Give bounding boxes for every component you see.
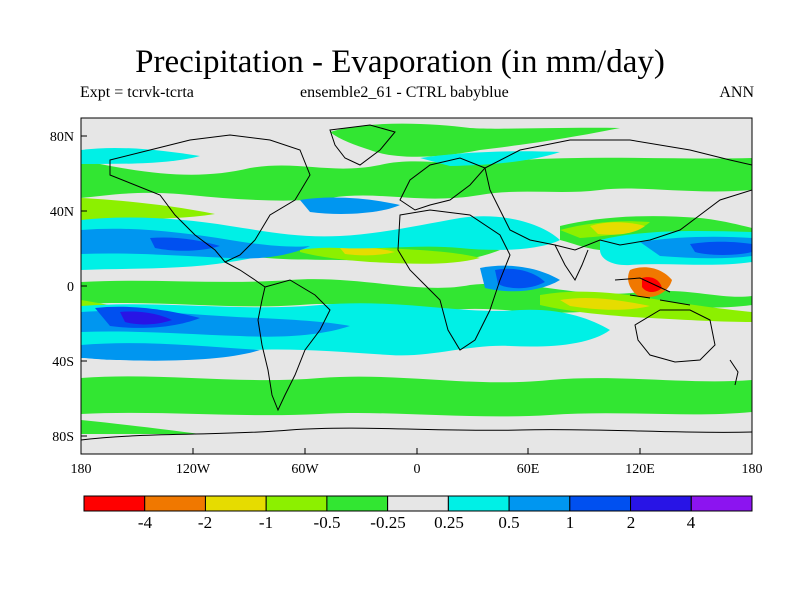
y-tick-label: 0 xyxy=(67,280,74,295)
plot-title: Precipitation - Evaporation (in mm/day) xyxy=(135,44,665,80)
field-green-bands xyxy=(81,123,752,434)
x-axis-labels: 180 120W 60W 0 60E 120E 180 xyxy=(71,462,763,477)
y-axis-labels: 80N 40N 0 40S 80S xyxy=(50,130,74,445)
colorbar-label: 2 xyxy=(627,513,636,532)
colorbar-swatch xyxy=(690,495,753,512)
colorbar-swatch xyxy=(204,495,267,512)
y-tick-label: 80S xyxy=(52,430,74,445)
colorbar-label: 1 xyxy=(566,513,575,532)
colorbar-label: -0.25 xyxy=(370,513,405,532)
x-tick-label: 180 xyxy=(742,462,763,477)
colorbar-swatch xyxy=(83,495,146,512)
colorbar-swatch xyxy=(144,495,206,512)
map-panel xyxy=(81,118,752,454)
colorbar-swatch xyxy=(326,495,389,512)
colorbar-swatch xyxy=(387,495,449,512)
colorbar-swatch xyxy=(447,495,510,512)
y-tick-label: 80N xyxy=(50,130,74,145)
colorbar-label: -2 xyxy=(198,513,212,532)
colorbar-label: -0.5 xyxy=(314,513,341,532)
x-tick-label: 180 xyxy=(71,462,92,477)
season-label: ANN xyxy=(719,84,754,101)
x-tick-label: 120W xyxy=(176,462,211,477)
colorbar-swatch xyxy=(569,495,632,512)
y-tick-label: 40S xyxy=(52,355,74,370)
x-tick-label: 60W xyxy=(291,462,319,477)
colorbar xyxy=(83,495,753,512)
colorbar-label: 0.5 xyxy=(498,513,519,532)
colorbar-swatch xyxy=(508,495,571,512)
colorbar-label: -4 xyxy=(138,513,153,532)
colorbar-swatch xyxy=(265,495,328,512)
colorbar-label: 0.25 xyxy=(434,513,464,532)
colorbar-swatch xyxy=(630,495,692,512)
colorbar-label: -1 xyxy=(259,513,273,532)
ensemble-label: ensemble2_61 - CTRL babyblue xyxy=(300,84,509,101)
x-tick-label: 120E xyxy=(625,462,655,477)
x-tick-label: 60E xyxy=(517,462,540,477)
axis-ticks xyxy=(80,135,753,454)
field-purple-core xyxy=(120,311,172,325)
colorbar-labels: -4 -2 -1 -0.5 -0.25 0.25 0.5 1 2 4 xyxy=(138,513,696,532)
colorbar-label: 4 xyxy=(687,513,696,532)
x-tick-label: 0 xyxy=(414,462,421,477)
y-tick-label: 40N xyxy=(50,205,74,220)
experiment-label: Expt = tcrvk-tcrta xyxy=(80,84,194,101)
coastlines xyxy=(81,124,752,441)
